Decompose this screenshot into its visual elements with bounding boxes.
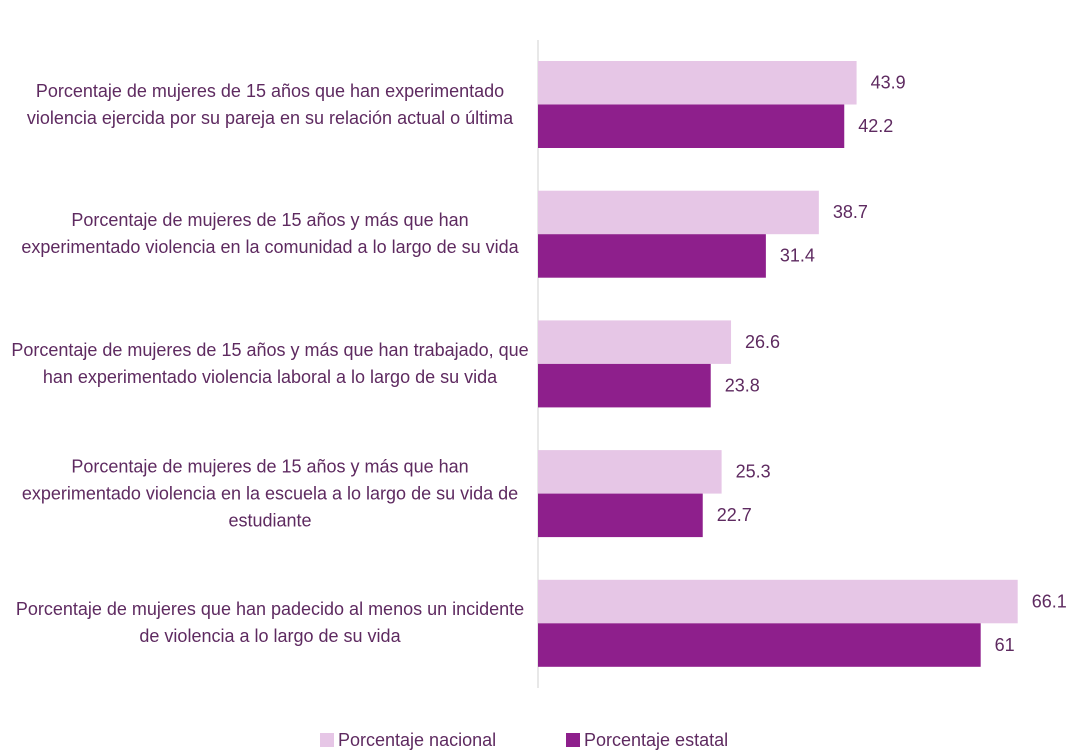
value-label: 43.9 — [871, 73, 906, 93]
bar — [538, 61, 857, 105]
bar — [538, 104, 845, 148]
bar — [538, 493, 703, 538]
value-label: 25.3 — [736, 462, 771, 482]
bar — [538, 450, 722, 494]
value-label: 61 — [995, 635, 1015, 655]
bar — [538, 363, 711, 408]
legend-label: Porcentaje estatal — [584, 730, 728, 750]
category-label: Porcentaje de mujeres que han padecido a… — [15, 599, 525, 647]
bar — [538, 234, 766, 278]
category-label: Porcentaje de mujeres de 15 años y más q… — [21, 210, 519, 258]
category-label: Porcentaje de mujeres de 15 años que han… — [26, 80, 514, 128]
bar — [538, 190, 819, 235]
value-label: 38.7 — [833, 202, 868, 222]
category-label: Porcentaje de mujeres de 15 años y más q… — [11, 339, 529, 387]
value-label: 26.6 — [745, 332, 780, 352]
value-label: 42.2 — [858, 116, 893, 136]
value-label: 66.1 — [1032, 591, 1067, 611]
legend-swatch — [320, 733, 334, 747]
value-label: 22.7 — [717, 505, 752, 525]
bar — [538, 579, 1018, 624]
bar — [538, 623, 981, 667]
legend-swatch — [566, 733, 580, 747]
legend-label: Porcentaje nacional — [338, 730, 496, 750]
bar — [538, 320, 732, 364]
category-label: Porcentaje de mujeres de 15 años y más q… — [21, 456, 519, 531]
value-label: 31.4 — [780, 246, 815, 266]
value-label: 23.8 — [725, 375, 760, 395]
